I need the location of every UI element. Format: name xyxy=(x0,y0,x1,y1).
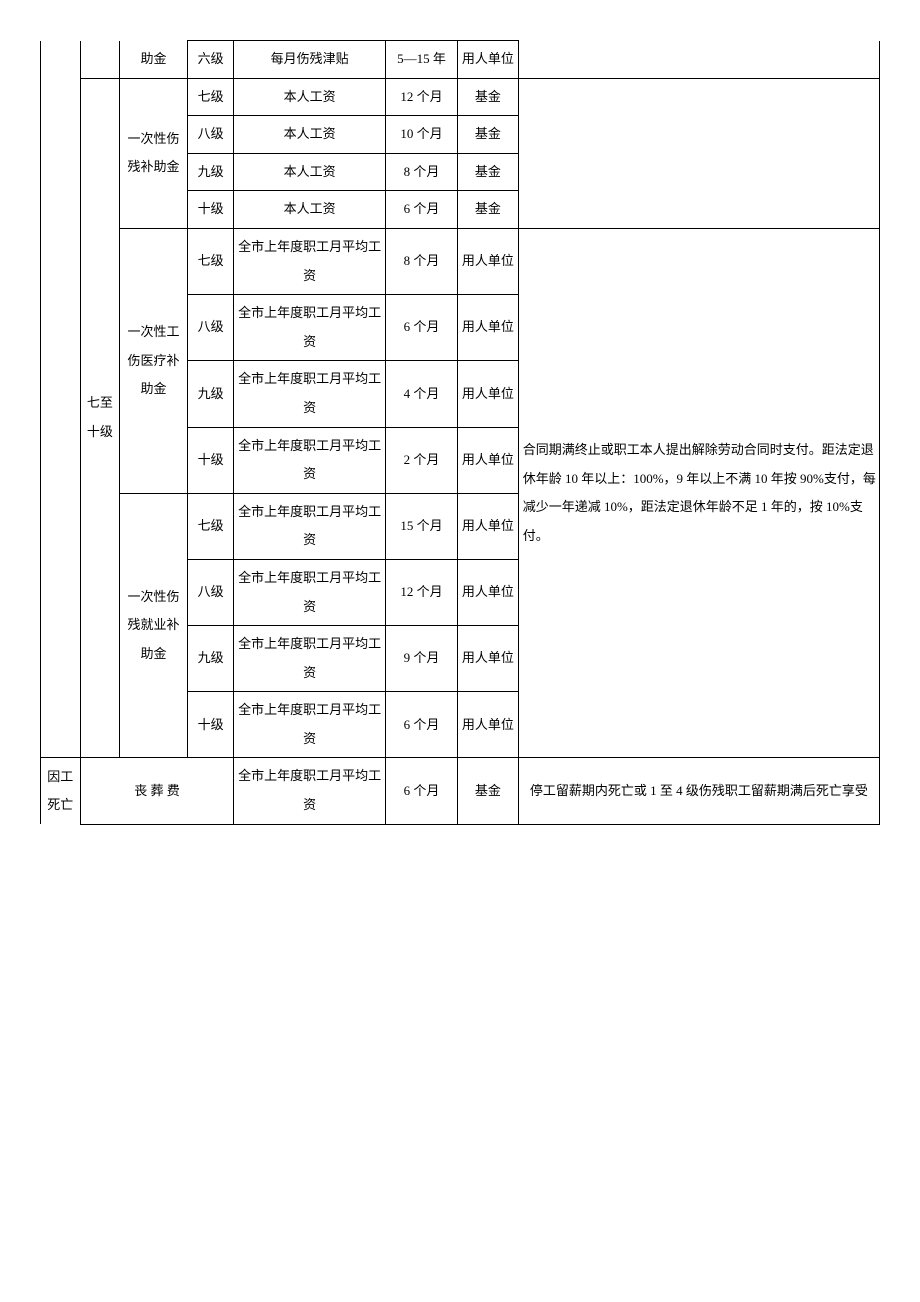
cell-blank xyxy=(41,493,81,559)
cell-base: 本人工资 xyxy=(234,78,385,116)
cell-duration: 8 个月 xyxy=(385,228,457,294)
cell-base: 全市上年度职工月平均工资 xyxy=(234,493,385,559)
cell-duration: 6 个月 xyxy=(385,191,457,229)
cell-item-label: 一次性伤残补助金 xyxy=(120,78,188,228)
cell-grade: 十级 xyxy=(187,692,234,758)
cell-payer: 用人单位 xyxy=(458,692,519,758)
cell-base: 每月伤残津贴 xyxy=(234,41,385,79)
cell-payer: 用人单位 xyxy=(458,361,519,427)
cell-blank xyxy=(41,626,81,692)
cell-payer: 基金 xyxy=(458,78,519,116)
cell-grade: 八级 xyxy=(187,295,234,361)
cell-category: 因工死亡 xyxy=(41,758,81,824)
cell-blank xyxy=(41,116,81,154)
cell-grade: 九级 xyxy=(187,361,234,427)
cell-blank xyxy=(41,559,81,625)
cell-note: 合同期满终止或职工本人提出解除劳动合同时支付。距法定退休年龄 10 年以上：10… xyxy=(518,228,879,758)
cell-grade: 十级 xyxy=(187,427,234,493)
cell-blank xyxy=(80,41,120,79)
cell-blank xyxy=(41,78,81,116)
cell-blank xyxy=(41,361,81,427)
table-row: 七至十级 一次性伤残补助金 七级 本人工资 12 个月 基金 xyxy=(41,78,880,116)
cell-duration: 15 个月 xyxy=(385,493,457,559)
cell-grade: 七级 xyxy=(187,493,234,559)
cell-grade: 七级 xyxy=(187,78,234,116)
cell-duration: 6 个月 xyxy=(385,758,457,824)
cell-note: 停工留薪期内死亡或 1 至 4 级伤残职工留薪期满后死亡享受 xyxy=(518,758,879,824)
cell-base: 全市上年度职工月平均工资 xyxy=(234,295,385,361)
cell-item-label: 一次性工伤医疗补助金 xyxy=(120,228,188,493)
cell-duration: 12 个月 xyxy=(385,559,457,625)
cell-duration: 5—15 年 xyxy=(385,41,457,79)
cell-payer: 用人单位 xyxy=(458,427,519,493)
cell-duration: 12 个月 xyxy=(385,78,457,116)
table-row: 助金 六级 每月伤残津贴 5—15 年 用人单位 xyxy=(41,41,880,79)
cell-grade: 六级 xyxy=(187,41,234,79)
cell-grade: 九级 xyxy=(187,626,234,692)
table-row: 因工死亡 丧 葬 费 全市上年度职工月平均工资 6 个月 基金 停工留薪期内死亡… xyxy=(41,758,880,824)
cell-payer: 用人单位 xyxy=(458,41,519,79)
cell-payer: 基金 xyxy=(458,153,519,191)
cell-base: 全市上年度职工月平均工资 xyxy=(234,228,385,294)
cell-grade-range: 七至十级 xyxy=(80,78,120,758)
cell-blank xyxy=(41,295,81,361)
cell-base: 全市上年度职工月平均工资 xyxy=(234,427,385,493)
cell-payer: 用人单位 xyxy=(458,626,519,692)
cell-duration: 2 个月 xyxy=(385,427,457,493)
cell-base: 全市上年度职工月平均工资 xyxy=(234,559,385,625)
cell-note xyxy=(518,78,879,228)
cell-duration: 6 个月 xyxy=(385,295,457,361)
cell-duration: 8 个月 xyxy=(385,153,457,191)
cell-base: 全市上年度职工月平均工资 xyxy=(234,361,385,427)
cell-payer: 用人单位 xyxy=(458,493,519,559)
cell-grade: 八级 xyxy=(187,116,234,154)
cell-blank xyxy=(41,427,81,493)
cell-base: 全市上年度职工月平均工资 xyxy=(234,692,385,758)
cell-payer: 基金 xyxy=(458,758,519,824)
cell-blank xyxy=(41,153,81,191)
cell-base: 全市上年度职工月平均工资 xyxy=(234,626,385,692)
cell-base: 本人工资 xyxy=(234,191,385,229)
cell-base: 本人工资 xyxy=(234,153,385,191)
cell-blank xyxy=(41,692,81,758)
cell-item-label: 丧 葬 费 xyxy=(80,758,234,824)
cell-blank xyxy=(41,41,81,79)
cell-duration: 10 个月 xyxy=(385,116,457,154)
cell-duration: 4 个月 xyxy=(385,361,457,427)
cell-note xyxy=(518,41,879,79)
cell-blank xyxy=(41,228,81,294)
compensation-table: 助金 六级 每月伤残津贴 5—15 年 用人单位 七至十级 一次性伤残补助金 七… xyxy=(40,40,880,825)
table-row: 一次性工伤医疗补助金 七级 全市上年度职工月平均工资 8 个月 用人单位 合同期… xyxy=(41,228,880,294)
cell-payer: 用人单位 xyxy=(458,295,519,361)
cell-payer: 基金 xyxy=(458,191,519,229)
cell-blank xyxy=(41,191,81,229)
cell-grade: 十级 xyxy=(187,191,234,229)
cell-base: 全市上年度职工月平均工资 xyxy=(234,758,385,824)
cell-duration: 6 个月 xyxy=(385,692,457,758)
cell-payer: 用人单位 xyxy=(458,559,519,625)
cell-item-label: 一次性伤残就业补助金 xyxy=(120,493,188,758)
cell-grade: 八级 xyxy=(187,559,234,625)
cell-duration: 9 个月 xyxy=(385,626,457,692)
document-page: 助金 六级 每月伤残津贴 5—15 年 用人单位 七至十级 一次性伤残补助金 七… xyxy=(40,40,880,825)
cell-base: 本人工资 xyxy=(234,116,385,154)
cell-subsidy-label: 助金 xyxy=(120,41,188,79)
cell-grade: 七级 xyxy=(187,228,234,294)
cell-payer: 基金 xyxy=(458,116,519,154)
cell-grade: 九级 xyxy=(187,153,234,191)
cell-payer: 用人单位 xyxy=(458,228,519,294)
